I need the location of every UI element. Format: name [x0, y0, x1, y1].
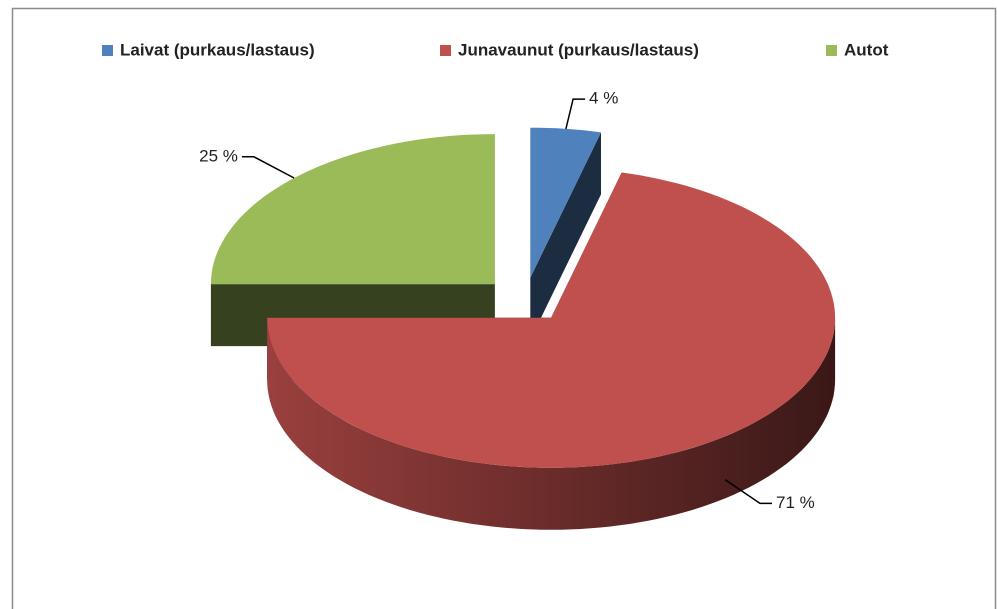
leader-line — [565, 98, 586, 130]
legend-swatch — [102, 45, 113, 56]
legend-label: Laivat (purkaus/lastaus) — [120, 40, 315, 59]
slice-top — [210, 134, 495, 285]
legend-label: Junavaunut (purkaus/lastaus) — [458, 40, 699, 59]
pie-slice — [267, 172, 836, 530]
data-label: 4 % — [589, 89, 618, 108]
data-label: 71 % — [776, 493, 815, 512]
slice-wall — [267, 317, 836, 530]
data-label: 25 % — [199, 146, 238, 165]
legend-label: Autot — [844, 40, 889, 59]
leader-line — [241, 156, 295, 179]
slice-top — [267, 172, 836, 468]
pie-slice — [530, 127, 601, 340]
legend-swatch — [440, 45, 451, 56]
legend-swatch — [826, 45, 837, 56]
slice-top — [530, 127, 601, 278]
leader-line — [724, 479, 772, 505]
slice-side — [530, 132, 601, 340]
